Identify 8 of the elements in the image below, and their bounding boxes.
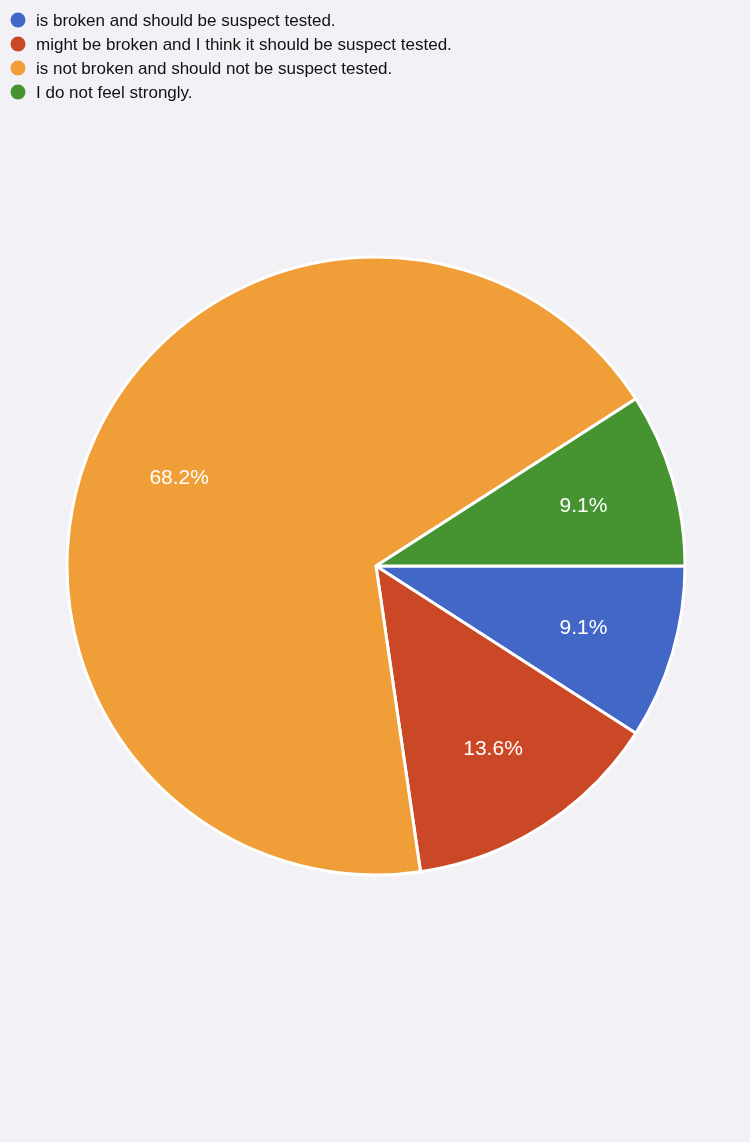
data-label: 13.6% bbox=[463, 736, 523, 760]
data-label: 68.2% bbox=[149, 464, 209, 488]
legend-label: might be broken and I think it should be suspect tested. bbox=[36, 34, 452, 54]
legend-label: is not broken and should not be suspect tested. bbox=[36, 58, 393, 78]
legend-label: is broken and should be suspect tested. bbox=[36, 10, 336, 30]
data-label: 9.1% bbox=[559, 493, 608, 517]
legend-label: I do not feel strongly. bbox=[36, 82, 193, 102]
data-label: 9.1% bbox=[559, 615, 608, 639]
